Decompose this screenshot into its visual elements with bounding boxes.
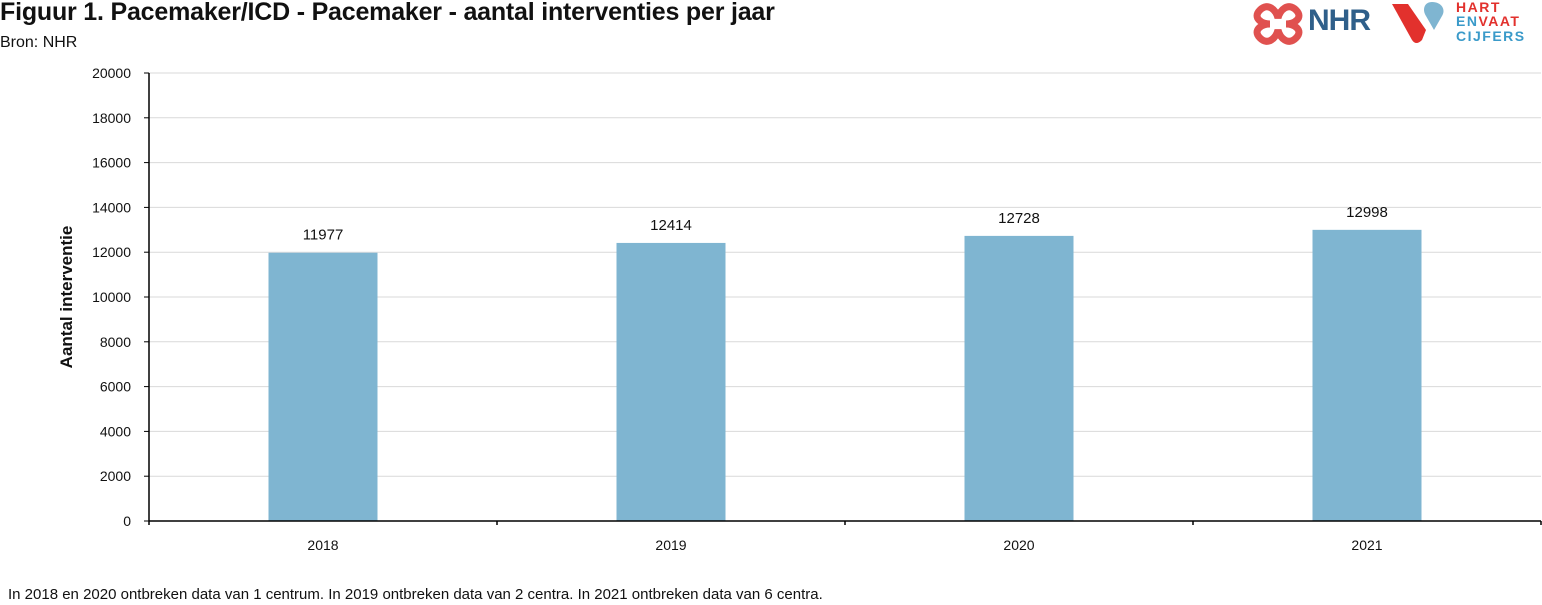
x-tick-label-2020: 2020 bbox=[1003, 537, 1034, 553]
data-label-2020: 12728 bbox=[998, 210, 1040, 227]
y-tick-label: 12000 bbox=[92, 244, 131, 260]
y-tick-label: 0 bbox=[123, 513, 131, 529]
footnote: In 2018 en 2020 ontbreken data van 1 cen… bbox=[8, 586, 823, 603]
chart-source: Bron: NHR bbox=[0, 34, 78, 51]
y-tick-label: 8000 bbox=[100, 334, 131, 350]
logo-cijfers-text: CIJFERS bbox=[1456, 28, 1526, 44]
x-tick-label-2019: 2019 bbox=[655, 537, 686, 553]
y-tick-label: 18000 bbox=[92, 110, 131, 126]
logo-en-text: EN bbox=[1456, 13, 1479, 29]
bar-2019 bbox=[616, 242, 726, 522]
hart-en-vaat-logo-icon bbox=[1392, 2, 1444, 43]
y-tick-label: 16000 bbox=[92, 155, 131, 171]
y-tick-label: 2000 bbox=[100, 468, 131, 484]
y-axis-label: Aantal interventie bbox=[57, 226, 76, 369]
nhr-logo-icon bbox=[1253, 3, 1303, 45]
bar-2018 bbox=[268, 252, 378, 521]
y-tick-label: 6000 bbox=[100, 379, 131, 395]
bar-2021 bbox=[1312, 229, 1422, 522]
bar-2020 bbox=[964, 235, 1074, 521]
logo-hart-text: HART bbox=[1456, 0, 1501, 15]
y-tick-label: 4000 bbox=[100, 423, 131, 439]
data-label-2021: 12998 bbox=[1346, 204, 1388, 221]
y-tick-label: 14000 bbox=[92, 199, 131, 215]
x-tick-label-2018: 2018 bbox=[307, 537, 338, 553]
nhr-logo-text: NHR bbox=[1308, 4, 1371, 37]
y-tick-label: 20000 bbox=[92, 65, 131, 81]
logo-vaat-text: VAAT bbox=[1478, 13, 1521, 29]
x-tick-label-2021: 2021 bbox=[1351, 537, 1382, 553]
chart-title: Figuur 1. Pacemaker/ICD - Pacemaker - aa… bbox=[0, 0, 775, 26]
bar-chart: 0 2000 4000 6000 8000 10000 12000 14000 16000 180… bbox=[57, 65, 1542, 553]
logo-en-vaat-text: ENVAAT bbox=[1456, 14, 1521, 29]
data-label-2018: 11977 bbox=[303, 227, 344, 244]
data-label-2019: 12414 bbox=[650, 217, 692, 234]
y-tick-label: 10000 bbox=[92, 289, 131, 305]
